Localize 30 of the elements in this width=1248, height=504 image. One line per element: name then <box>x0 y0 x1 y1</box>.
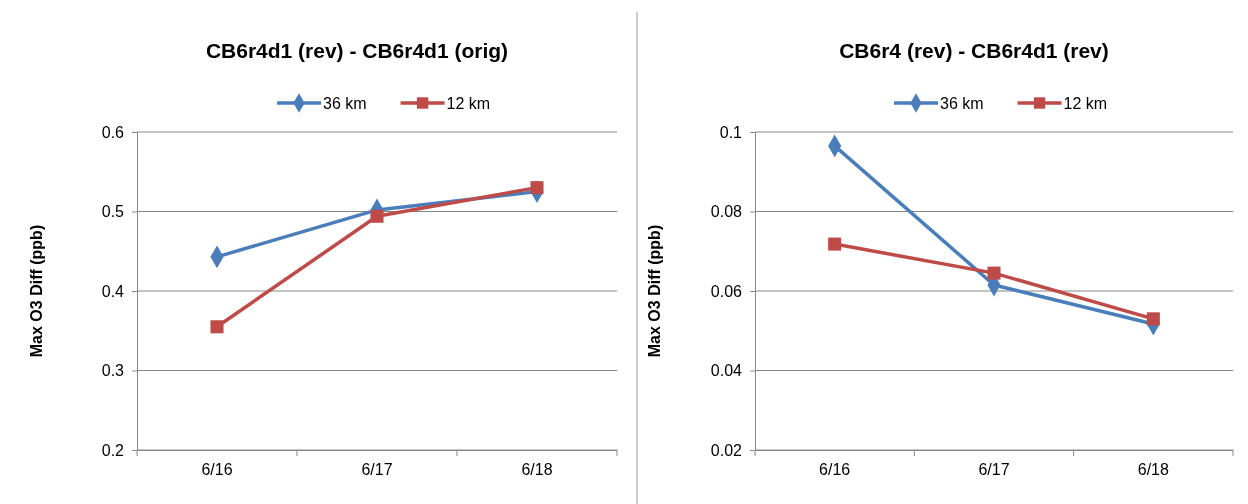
legend-label: 12 km <box>446 95 491 112</box>
y-axis-title: Max O3 Diff (ppb) <box>28 224 45 358</box>
point <box>987 266 1001 280</box>
y-tick-label: 0.5 <box>101 203 125 221</box>
y-tick-label: 0.2 <box>101 441 125 459</box>
legend-label: 12 km <box>1063 95 1108 112</box>
x-tick-label: 6/17 <box>361 461 393 479</box>
y-tick-label: 0.06 <box>710 282 743 300</box>
y-tick-label: 0.02 <box>710 441 743 459</box>
chart-title: CB6r4d1 (rev) - CB6r4d1 (orig) <box>205 39 509 62</box>
x-tick-label: 6/18 <box>521 461 553 479</box>
x-tick-label: 6/17 <box>978 461 1010 479</box>
point <box>1146 312 1160 326</box>
chart-title: CB6r4 (rev) - CB6r4d1 (rev) <box>839 39 1109 62</box>
point <box>828 237 842 251</box>
legend-label: 36 km <box>323 95 367 112</box>
point <box>370 209 384 223</box>
y-tick-label: 0.08 <box>710 203 743 221</box>
point <box>530 181 544 195</box>
y-tick-label: 0.3 <box>101 362 125 380</box>
y-tick-label: 0.1 <box>719 123 743 141</box>
y-tick-label: 0.4 <box>101 282 125 300</box>
x-tick-label: 6/16 <box>819 461 851 479</box>
point <box>210 320 224 334</box>
y-axis-title: Max O3 Diff (ppb) <box>646 224 663 358</box>
y-tick-label: 0.04 <box>710 362 743 380</box>
y-tick-label: 0.6 <box>101 123 125 141</box>
x-tick-label: 6/16 <box>201 461 233 479</box>
legend-label: 36 km <box>940 95 984 112</box>
x-tick-label: 6/18 <box>1137 461 1170 479</box>
